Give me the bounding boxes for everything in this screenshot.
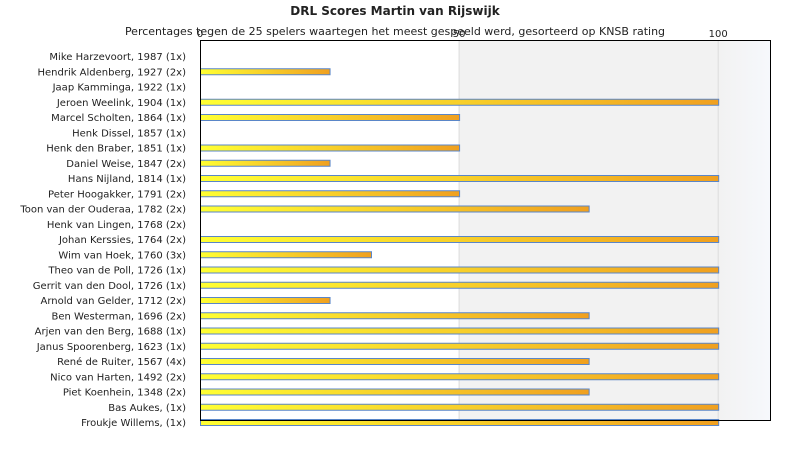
bar xyxy=(200,144,461,152)
bar xyxy=(200,358,590,365)
category-label: Wim van Hoek, 1760 (3x) xyxy=(58,250,186,261)
bar xyxy=(200,403,720,411)
bar xyxy=(200,327,720,335)
category-label: Janus Spoorenberg, 1623 (1x) xyxy=(36,342,186,353)
x-tick-label: 100 xyxy=(709,29,728,40)
bar xyxy=(200,98,720,106)
x-tick-label: 0 xyxy=(197,29,203,40)
category-label: Arnold van Gelder, 1712 (2x) xyxy=(41,296,187,307)
category-label: Daniel Weise, 1847 (2x) xyxy=(66,159,186,170)
bar xyxy=(200,236,720,243)
category-label: Toon van der Ouderaa, 1782 (2x) xyxy=(19,205,186,216)
category-label: Bas Aukes, (1x) xyxy=(108,403,186,414)
bar xyxy=(200,190,461,198)
band-100-plus xyxy=(718,40,770,420)
chart-subtitle: Percentages tegen de 25 spelers waartege… xyxy=(124,25,666,38)
bar xyxy=(200,68,331,76)
category-label: Arjen van den Berg, 1688 (1x) xyxy=(35,327,186,338)
category-label: Theo van de Poll, 1726 (1x) xyxy=(47,266,186,277)
category-label: Peter Hoogakker, 1791 (2x) xyxy=(48,189,186,200)
x-axis-ticks: 0 50 100 xyxy=(197,29,728,40)
category-label: Henk Dissel, 1857 (1x) xyxy=(72,128,186,139)
category-labels: Mike Harzevoort, 1987 (1x) Hendrik Aldenb… xyxy=(19,52,186,429)
category-label: Marcel Scholten, 1864 (1x) xyxy=(51,113,186,124)
category-label: Johan Kerssies, 1764 (2x) xyxy=(58,235,186,246)
bar xyxy=(200,373,720,381)
category-label: Hendrik Aldenberg, 1927 (2x) xyxy=(37,67,186,78)
chart-title: DRL Scores Martin van Rijswijk xyxy=(290,4,500,18)
bar xyxy=(200,266,720,274)
bar xyxy=(200,297,331,304)
bar xyxy=(200,342,720,350)
category-label: René de Ruiter, 1567 (4x) xyxy=(57,356,186,368)
category-label: Piet Koenhein, 1348 (2x) xyxy=(63,388,186,399)
bar xyxy=(200,312,590,320)
bar xyxy=(200,388,590,396)
bar xyxy=(200,205,590,213)
category-label: Mike Harzevoort, 1987 (1x) xyxy=(49,52,186,63)
category-label: Jaap Kamminga, 1922 (1x) xyxy=(52,83,186,94)
bar xyxy=(200,175,720,182)
category-label: Ben Westerman, 1696 (2x) xyxy=(52,311,187,322)
category-label: Henk van Lingen, 1768 (2x) xyxy=(47,220,186,231)
category-label: Nico van Harten, 1492 (2x) xyxy=(50,372,186,383)
category-label: Jeroen Weelink, 1904 (1x) xyxy=(56,98,186,109)
category-label: Froukje Willems, (1x) xyxy=(81,418,186,429)
bar xyxy=(200,251,372,259)
bar xyxy=(200,159,331,167)
bar xyxy=(200,114,461,121)
category-label: Henk den Braber, 1851 (1x) xyxy=(46,144,186,155)
bar xyxy=(200,281,720,289)
x-tick-label: 50 xyxy=(453,29,466,40)
plot-frame xyxy=(200,40,771,421)
category-label: Gerrit van den Dool, 1726 (1x) xyxy=(33,281,186,292)
bars xyxy=(200,68,720,426)
bar xyxy=(200,419,720,426)
category-label: Hans Nijland, 1814 (1x) xyxy=(68,174,186,185)
